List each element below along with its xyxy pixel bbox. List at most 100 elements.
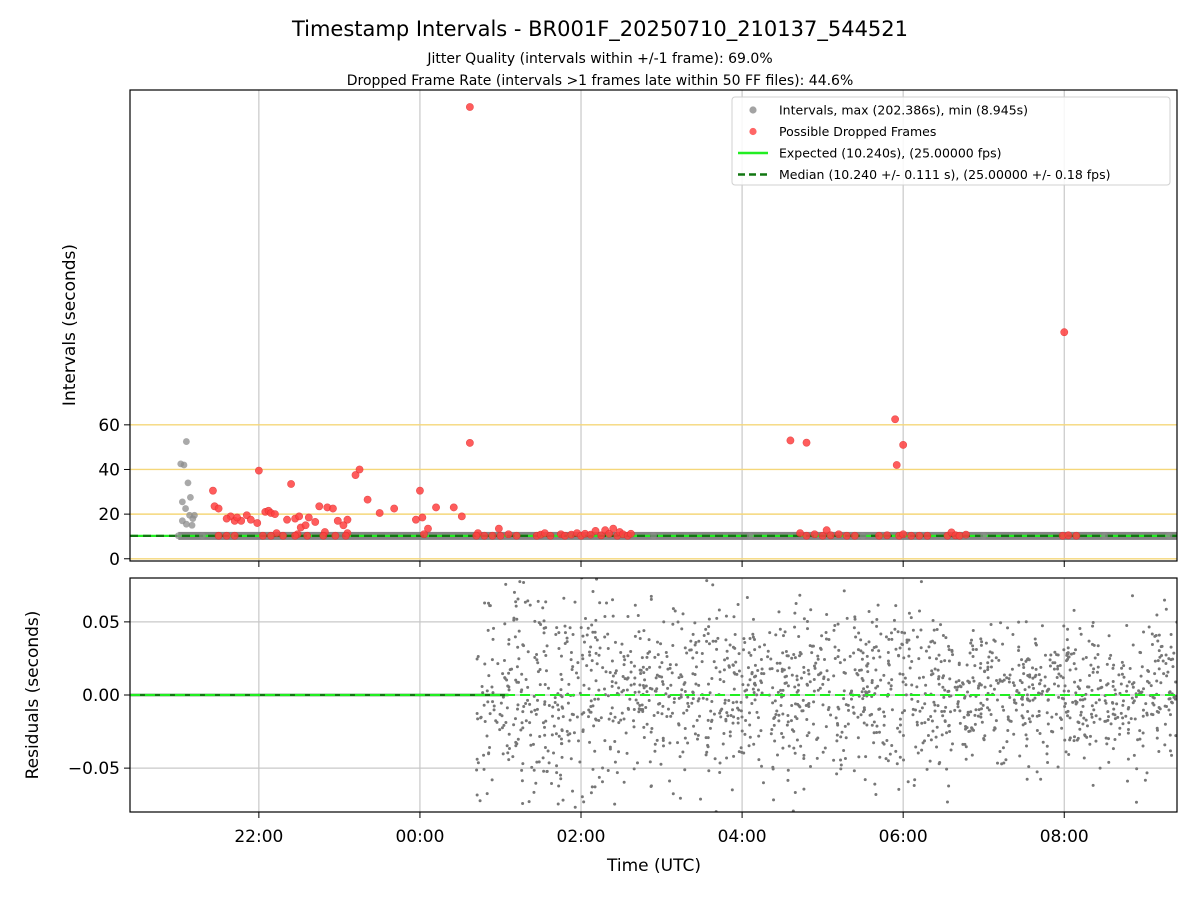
residual-point [524, 701, 528, 705]
residual-point [649, 594, 653, 598]
residual-point [505, 678, 509, 682]
residual-point [757, 734, 761, 738]
residual-point [1171, 657, 1175, 661]
residual-point [886, 759, 890, 763]
residual-point [1002, 673, 1006, 677]
residual-point [882, 742, 886, 746]
residual-point [860, 690, 864, 694]
residual-point [596, 697, 600, 701]
residual-point [514, 604, 518, 608]
residual-point [781, 735, 785, 739]
residual-point [1022, 666, 1026, 670]
residual-point [526, 685, 530, 689]
residual-point [555, 764, 559, 768]
residual-point [1128, 666, 1132, 670]
residual-point [565, 729, 569, 733]
residual-point [516, 703, 520, 707]
residual-point [702, 634, 706, 638]
residual-point [910, 683, 914, 687]
residual-point [501, 695, 505, 699]
residual-point [1078, 727, 1082, 731]
residual-point [1074, 648, 1078, 652]
residual-point [1074, 699, 1078, 703]
dropped-frame-point [796, 529, 804, 537]
residual-point [1142, 687, 1146, 691]
residual-point [522, 581, 526, 585]
residual-point [797, 635, 801, 639]
residual-point [552, 724, 556, 728]
residual-point [1098, 678, 1102, 682]
residual-point [856, 715, 860, 719]
residual-point [1024, 620, 1028, 624]
residual-point [638, 668, 642, 672]
residual-point [1113, 688, 1117, 692]
residual-point [793, 685, 797, 689]
dropped-frame-point [465, 439, 474, 447]
residual-point [698, 714, 702, 718]
residual-point [965, 663, 969, 667]
residual-point [1017, 649, 1021, 653]
residual-point [666, 686, 670, 690]
dropped-frame-point [311, 518, 320, 526]
residual-point [591, 590, 595, 594]
residual-point [614, 669, 618, 673]
residual-point [1105, 662, 1109, 666]
residual-point [1144, 702, 1148, 706]
residual-point [766, 649, 770, 653]
residual-point [865, 664, 869, 668]
residual-point [772, 798, 776, 802]
residual-point [793, 715, 797, 719]
residual-point [1075, 738, 1079, 742]
residual-point [632, 682, 636, 686]
residual-point [847, 708, 851, 712]
residual-point [1090, 715, 1094, 719]
residual-point [935, 745, 939, 749]
dropped-frame-point [355, 465, 364, 474]
residual-point [903, 709, 907, 713]
residual-point [541, 721, 545, 725]
residual-point [1001, 705, 1005, 709]
residual-point [705, 579, 709, 583]
residual-point [626, 706, 630, 710]
residual-point [1125, 684, 1129, 688]
residual-point [476, 717, 480, 721]
residual-point [1117, 673, 1121, 677]
residual-point [1023, 688, 1027, 692]
residual-point [979, 643, 983, 647]
dropped-frame-point [962, 530, 970, 539]
residual-point [902, 656, 906, 660]
residual-point [792, 653, 796, 657]
residual-point [1006, 626, 1010, 630]
residual-point [685, 651, 689, 655]
residual-point [1078, 626, 1082, 630]
residual-point [1098, 766, 1102, 770]
residual-point [768, 667, 772, 671]
residual-point [971, 676, 975, 680]
residual-point [983, 685, 987, 689]
residual-point [997, 658, 1001, 662]
residual-point [970, 727, 974, 731]
residual-point [543, 745, 547, 749]
residual-point [1079, 713, 1083, 717]
residual-point [608, 745, 612, 749]
residual-point [1111, 680, 1115, 684]
residual-point [1014, 708, 1018, 712]
residual-point [1022, 672, 1026, 676]
residual-point [642, 629, 646, 633]
residual-point [594, 651, 598, 655]
residual-point [485, 792, 489, 796]
residual-point [851, 705, 855, 709]
interval-point [187, 493, 194, 501]
residual-point [776, 690, 780, 694]
residual-point [1031, 676, 1035, 680]
residual-point [1017, 620, 1021, 624]
residual-point [1056, 765, 1060, 769]
residual-point [633, 634, 637, 638]
residual-point [610, 684, 614, 688]
residual-point [977, 708, 981, 712]
residual-point [920, 748, 924, 752]
residual-point [526, 599, 530, 603]
residual-point [1072, 608, 1076, 612]
residual-point [605, 601, 609, 605]
residual-point [819, 647, 823, 651]
